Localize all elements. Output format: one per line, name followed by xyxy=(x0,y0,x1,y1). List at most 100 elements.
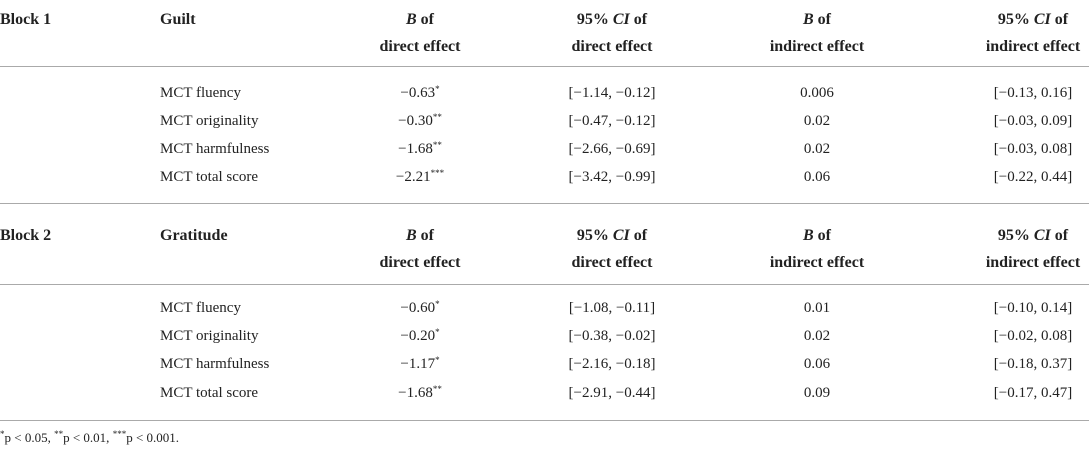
header-line: B of xyxy=(406,11,434,29)
value: −1.17 xyxy=(400,356,436,372)
header-part: CI xyxy=(612,11,630,28)
indirect-b: 0.01 xyxy=(803,300,831,316)
measure: MCT harmfulness xyxy=(160,356,270,372)
header-line: B of xyxy=(803,227,831,245)
value: −1.68 xyxy=(398,385,433,401)
header-part: of xyxy=(629,227,648,244)
block-label: Block 2 xyxy=(0,227,52,244)
header-line: direct effect xyxy=(379,254,461,271)
rule-line xyxy=(0,203,1089,204)
footnote-text: p < 0.05, xyxy=(4,430,55,445)
indirect-b: 0.06 xyxy=(803,169,831,185)
value: −0.63 xyxy=(400,85,436,101)
significance: *** xyxy=(430,168,445,178)
header-part: CI xyxy=(1033,11,1051,28)
direct-b: −0.60* xyxy=(400,299,439,317)
header-line: indirect effect xyxy=(985,38,1081,55)
direct-b: −1.68** xyxy=(398,384,442,402)
indirect-b: 0.02 xyxy=(803,328,831,344)
header-line: direct effect xyxy=(571,38,653,55)
rule-line xyxy=(0,420,1089,421)
header-part: 95% xyxy=(997,227,1034,244)
header-part: of xyxy=(416,227,434,244)
header-line: direct effect xyxy=(379,38,461,55)
indirect-ci: [−0.02, 0.08] xyxy=(993,328,1073,344)
direct-b: −1.68** xyxy=(398,140,442,158)
value: −1.68 xyxy=(398,141,433,157)
indirect-ci: [−0.13, 0.16] xyxy=(993,85,1073,101)
indirect-b: 0.02 xyxy=(803,113,831,129)
direct-ci: [−1.08, −0.11] xyxy=(568,300,656,316)
header-line: B of xyxy=(803,11,831,29)
header-part: B xyxy=(406,11,417,28)
direct-ci: [−1.14, −0.12] xyxy=(568,85,656,101)
header-line: 95% CI of xyxy=(577,11,647,29)
header-line: 95% CI of xyxy=(998,11,1068,29)
factor-label: Guilt xyxy=(160,11,196,28)
value: −0.60 xyxy=(400,300,436,316)
footnote-text: p < 0.001. xyxy=(126,430,180,445)
header-part: 95% xyxy=(576,11,613,28)
header-part: of xyxy=(813,227,831,244)
rule-line xyxy=(0,284,1089,285)
footnote-text: p < 0.01, xyxy=(63,430,113,445)
direct-ci: [−0.47, −0.12] xyxy=(568,113,656,129)
direct-ci: [−0.38, −0.02] xyxy=(568,328,656,344)
measure: MCT originality xyxy=(160,328,259,344)
header-line: 95% CI of xyxy=(998,227,1068,245)
indirect-ci: [−0.17, 0.47] xyxy=(993,385,1073,401)
header-line: direct effect xyxy=(571,254,653,271)
header-part: of xyxy=(629,11,648,28)
header-part: CI xyxy=(612,227,630,244)
significance: * xyxy=(435,327,440,337)
significance: ** xyxy=(432,140,442,150)
header-line: B of xyxy=(406,227,434,245)
header-part: of xyxy=(416,11,434,28)
header-part: 95% xyxy=(997,11,1034,28)
significance: * xyxy=(435,355,440,365)
indirect-ci: [−0.18, 0.37] xyxy=(993,356,1073,372)
header-part: CI xyxy=(1033,227,1051,244)
direct-ci: [−2.66, −0.69] xyxy=(568,141,656,157)
direct-b: −0.30** xyxy=(398,112,442,130)
direct-b: −0.63* xyxy=(400,84,439,102)
header-part: B xyxy=(803,11,814,28)
header-line: indirect effect xyxy=(769,38,865,55)
header-part: B xyxy=(803,227,814,244)
header-line: 95% CI of xyxy=(577,227,647,245)
header-line: indirect effect xyxy=(769,254,865,271)
value: −0.30 xyxy=(398,113,433,129)
footnote-mark: ** xyxy=(54,429,64,439)
header-part: B xyxy=(406,227,417,244)
footnote: *p < 0.05, **p < 0.01, ***p < 0.001. xyxy=(0,429,179,447)
header-part: of xyxy=(1050,11,1069,28)
indirect-b: 0.006 xyxy=(800,85,834,101)
significance: ** xyxy=(432,384,442,394)
measure: MCT fluency xyxy=(160,85,241,101)
indirect-ci: [−0.22, 0.44] xyxy=(993,169,1073,185)
indirect-ci: [−0.03, 0.09] xyxy=(993,113,1073,129)
block-label: Block 1 xyxy=(0,11,52,28)
indirect-ci: [−0.10, 0.14] xyxy=(993,300,1073,316)
rule-line xyxy=(0,66,1089,67)
indirect-b: 0.02 xyxy=(803,141,831,157)
measure: MCT total score xyxy=(160,385,259,401)
value: −2.21 xyxy=(395,169,431,185)
measure: MCT harmfulness xyxy=(160,141,270,157)
indirect-b: 0.06 xyxy=(803,356,831,372)
header-part: of xyxy=(813,11,831,28)
direct-b: −2.21*** xyxy=(396,168,444,186)
indirect-ci: [−0.03, 0.08] xyxy=(993,141,1073,157)
header-part: 95% xyxy=(576,227,613,244)
factor-label: Gratitude xyxy=(160,227,228,244)
header-part: of xyxy=(1050,227,1069,244)
direct-ci: [−2.91, −0.44] xyxy=(568,385,656,401)
direct-ci: [−3.42, −0.99] xyxy=(568,169,656,185)
measure: MCT fluency xyxy=(160,300,241,316)
footnote-mark: *** xyxy=(112,429,127,439)
measure: MCT total score xyxy=(160,169,259,185)
value: −0.20 xyxy=(400,328,436,344)
significance: ** xyxy=(432,112,442,122)
measure: MCT originality xyxy=(160,113,259,129)
